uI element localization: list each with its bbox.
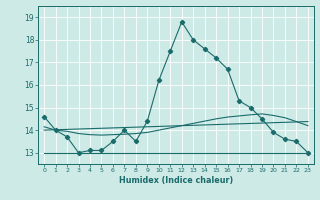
X-axis label: Humidex (Indice chaleur): Humidex (Indice chaleur) <box>119 176 233 185</box>
